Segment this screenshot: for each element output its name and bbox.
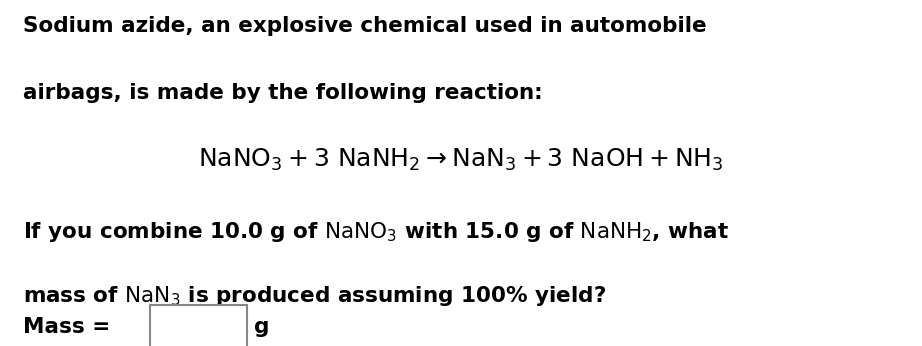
Text: If you combine 10.0 g of $\mathrm{NaNO_3}$ with 15.0 g of $\mathrm{NaNH_2}$, wha: If you combine 10.0 g of $\mathrm{NaNO_3… [23,220,729,244]
Text: airbags, is made by the following reaction:: airbags, is made by the following reacti… [23,83,543,103]
Text: Sodium azide, an explosive chemical used in automobile: Sodium azide, an explosive chemical used… [23,16,706,36]
Text: Mass =: Mass = [23,317,118,337]
Text: mass of $\mathrm{NaN_3}$ is produced assuming 100% yield?: mass of $\mathrm{NaN_3}$ is produced ass… [23,284,606,308]
Text: $\mathrm{NaNO_3 + 3\ NaNH_2 \rightarrow NaN_3 + 3\ NaOH + NH_3}$: $\mathrm{NaNO_3 + 3\ NaNH_2 \rightarrow … [198,147,724,173]
Text: g: g [254,317,269,337]
FancyBboxPatch shape [150,306,247,346]
